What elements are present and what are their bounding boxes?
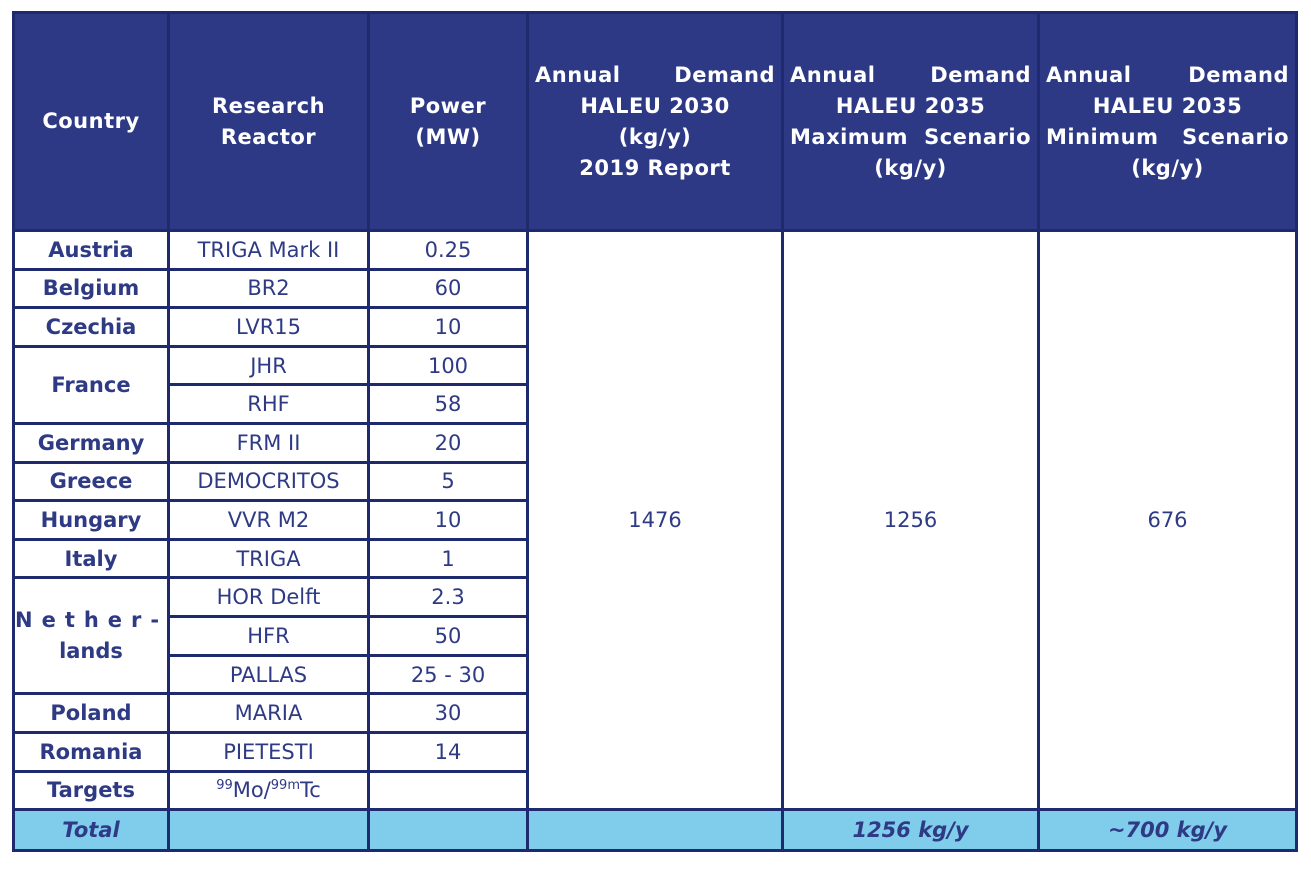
reactor-cell: PIETESTI bbox=[167, 730, 370, 773]
header-country: Country bbox=[12, 11, 170, 232]
power-cell: 20 bbox=[367, 422, 529, 464]
reactor-cell: FRM II bbox=[167, 422, 370, 464]
total-2035-max: 1256 kg/y bbox=[781, 808, 1040, 852]
table-row: Austria TRIGA Mark II 0.25 1476 1256 676 bbox=[12, 228, 1298, 812]
table-row: HFR 50 bbox=[14, 615, 1297, 657]
total-empty-cell bbox=[526, 808, 784, 852]
power-cell: 5 bbox=[367, 460, 529, 503]
country-cell: Targets bbox=[12, 769, 170, 812]
table-row: Romania PIETESTI 14 bbox=[12, 730, 1297, 773]
table-row: Czechia LVR15 10 bbox=[12, 306, 1297, 348]
country-cell: France bbox=[12, 344, 170, 426]
table-row: PALLAS 25 - 30 bbox=[14, 653, 1297, 696]
reactor-cell: 99Mo/99mTc bbox=[167, 769, 370, 812]
isotope-mass-sup: 99 bbox=[216, 778, 233, 794]
header-demand-2035-max: Annual Demand HALEU 2035 Maximum Scenari… bbox=[781, 11, 1040, 232]
country-line-1: Nether- bbox=[15, 607, 169, 632]
power-cell: 60 bbox=[367, 267, 529, 310]
power-cell: 14 bbox=[367, 730, 529, 773]
power-cell: 58 bbox=[367, 383, 529, 426]
reactor-cell: BR2 bbox=[167, 267, 370, 310]
total-row: Total 1256 kg/y ~700 kg/y bbox=[12, 808, 1298, 852]
country-cell: Czechia bbox=[12, 306, 170, 348]
reactor-cell: LVR15 bbox=[167, 306, 370, 348]
country-cell: Greece bbox=[12, 460, 170, 503]
reactor-cell: DEMOCRITOS bbox=[167, 460, 370, 503]
country-cell: Hungary bbox=[12, 499, 170, 541]
isotope-mo: Mo/ bbox=[232, 778, 271, 803]
reactor-cell: TRIGA Mark II bbox=[167, 229, 370, 271]
reactor-cell: HOR Delft bbox=[167, 576, 370, 619]
table-row: Italy TRIGA 1 bbox=[12, 537, 1297, 580]
table-row: RHF 58 bbox=[14, 383, 1297, 426]
isotope-mass-sup: 99m bbox=[270, 778, 300, 794]
table-row: Germany FRM II 20 bbox=[12, 422, 1297, 464]
demand-2035-min-cell: 676 bbox=[1037, 228, 1298, 812]
total-empty-cell bbox=[367, 808, 529, 852]
reactor-cell: HFR bbox=[167, 615, 370, 657]
power-cell: 30 bbox=[367, 692, 529, 734]
table-row: Belgium BR2 60 bbox=[12, 267, 1297, 310]
power-cell: 2.3 bbox=[367, 576, 529, 619]
demand-2035-max-cell: 1256 bbox=[781, 228, 1040, 812]
power-cell bbox=[367, 769, 529, 812]
country-cell: Nether- lands bbox=[12, 576, 170, 696]
country-cell: Belgium bbox=[12, 267, 170, 310]
total-label: Total bbox=[12, 808, 170, 852]
total-2035-min: ~700 kg/y bbox=[1037, 808, 1298, 852]
reactor-cell: VVR M2 bbox=[167, 499, 370, 541]
header-demand-2030: Annual Demand HALEU 2030 (kg/y) 2019 Rep… bbox=[526, 11, 784, 232]
table-row: Targets 99Mo/99mTc bbox=[12, 769, 1297, 812]
reactor-cell: TRIGA bbox=[167, 537, 370, 580]
country-line-2: lands bbox=[59, 638, 123, 663]
power-cell: 1 bbox=[367, 537, 529, 580]
country-cell: Italy bbox=[12, 537, 170, 580]
power-cell: 50 bbox=[367, 615, 529, 657]
table-row: Nether- lands HOR Delft 2.3 bbox=[12, 576, 1297, 696]
reactor-cell: MARIA bbox=[167, 692, 370, 734]
reactor-cell: JHR bbox=[167, 344, 370, 387]
header-demand-2035-min: Annual Demand HALEU 2035 Minimum Scenari… bbox=[1037, 11, 1298, 232]
table-row: Poland MARIA 30 bbox=[12, 692, 1297, 734]
table-row: Greece DEMOCRITOS 5 bbox=[12, 460, 1297, 503]
reactor-cell: PALLAS bbox=[167, 653, 370, 696]
power-cell: 10 bbox=[367, 499, 529, 541]
country-cell: Germany bbox=[12, 422, 170, 464]
header-reactor: Research Reactor bbox=[167, 11, 370, 232]
power-cell: 0.25 bbox=[367, 229, 529, 271]
header-row: Country Research Reactor Power (MW) Annu… bbox=[12, 11, 1298, 232]
total-empty-cell bbox=[167, 808, 370, 852]
table-row: France JHR 100 bbox=[12, 344, 1297, 426]
reactor-cell: RHF bbox=[167, 383, 370, 426]
country-cell: Austria bbox=[12, 229, 170, 271]
demand-2030-cell: 1476 bbox=[526, 228, 784, 812]
power-cell: 25 - 30 bbox=[367, 653, 529, 696]
haleu-demand-table: Country Research Reactor Power (MW) Annu… bbox=[12, 11, 1298, 852]
power-cell: 100 bbox=[367, 344, 529, 387]
country-cell: Poland bbox=[12, 692, 170, 734]
table-row: Hungary VVR M2 10 bbox=[12, 499, 1297, 541]
country-cell: Romania bbox=[12, 730, 170, 773]
power-cell: 10 bbox=[367, 306, 529, 348]
isotope-tc: Tc bbox=[300, 778, 321, 803]
header-power: Power (MW) bbox=[367, 11, 529, 232]
